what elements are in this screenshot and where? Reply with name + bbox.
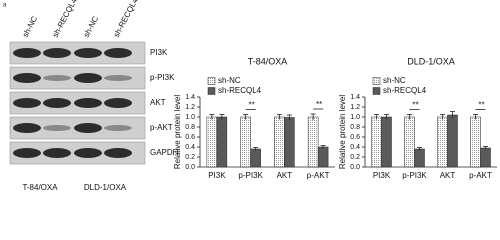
y-axis-label: Relative protein level <box>338 95 347 169</box>
y-tick-label: 0.2 <box>350 154 360 161</box>
x-tick-label: p-PI3K <box>238 171 263 180</box>
significance-label: ** <box>412 101 418 110</box>
protein-label: GAPDH <box>150 148 179 157</box>
bar <box>447 114 458 168</box>
legend-swatch <box>207 77 216 85</box>
y-tick-label: 0.2 <box>185 154 195 161</box>
blot-band <box>13 73 41 83</box>
legend-label: sh-RECQL4 <box>383 86 427 95</box>
blot-band <box>74 73 102 83</box>
legend-label: sh-RECQL4 <box>218 86 262 95</box>
blot-band <box>13 48 41 58</box>
blot-band <box>74 98 102 108</box>
x-tick-label: PI3K <box>208 171 226 180</box>
y-tick-label: 0.0 <box>350 164 360 171</box>
y-tick-label: 0.4 <box>350 144 360 151</box>
figure: a sh-NC sh-RECQL4 sh-NC sh-RECQL4PI3Kp-PI3K… <box>3 0 497 192</box>
significance-label: ** <box>316 100 322 109</box>
blot-band <box>74 48 102 58</box>
blot-band <box>104 75 132 81</box>
lane-label: sh-NC <box>21 14 40 38</box>
significance-label: ** <box>478 101 484 110</box>
bar <box>206 116 218 168</box>
y-tick-label: 1.0 <box>185 114 195 121</box>
x-tick-label: AKT <box>277 171 293 180</box>
bar <box>274 116 285 168</box>
bar <box>240 116 251 168</box>
legend-swatch <box>372 77 381 85</box>
blot-band <box>74 148 102 158</box>
panel-label: a <box>3 3 7 9</box>
blot-band <box>43 148 71 158</box>
x-tick-label: AKT <box>440 171 456 180</box>
bar <box>307 116 319 168</box>
bar <box>414 148 425 168</box>
blot-band <box>43 75 71 81</box>
y-tick-label: 1.2 <box>350 104 360 111</box>
group-label: DLD-1/OXA <box>84 183 127 192</box>
legend-swatch <box>372 87 381 95</box>
blot-band <box>43 98 71 108</box>
protein-label: AKT <box>150 98 166 107</box>
protein-label: p-AKT <box>150 123 173 132</box>
y-axis-label: Relative protein level <box>173 95 182 169</box>
chart-title: T-84/OXA <box>248 56 288 66</box>
bar <box>404 116 415 168</box>
bar <box>381 116 392 168</box>
chart-title: DLD-1/OXA <box>407 56 455 66</box>
y-tick-label: 1.0 <box>350 114 360 121</box>
significance-label: ** <box>249 101 255 110</box>
legend-swatch <box>207 87 216 95</box>
blot-band <box>104 98 132 108</box>
blot-band <box>13 98 41 108</box>
protein-label: p-PI3K <box>150 73 175 82</box>
bar <box>216 116 228 168</box>
x-tick-label: p-PI3K <box>402 171 427 180</box>
y-tick-label: 0.6 <box>185 134 195 141</box>
y-tick-label: 1.4 <box>350 94 360 101</box>
blot-band <box>13 148 41 158</box>
legend-label: sh-NC <box>218 76 241 85</box>
blot-band <box>74 123 102 133</box>
y-tick-label: 1.4 <box>185 94 195 101</box>
y-tick-label: 0.8 <box>350 124 360 131</box>
y-tick-label: 0.0 <box>185 164 195 171</box>
lane-label: sh-RECQL4 <box>51 0 79 39</box>
blot-band <box>104 148 132 158</box>
y-tick-label: 0.4 <box>185 144 195 151</box>
bar <box>250 148 261 168</box>
blot-band <box>43 48 71 58</box>
y-tick-label: 1.2 <box>185 104 195 111</box>
blot-band <box>104 125 132 131</box>
lane-label: sh-RECQL4 <box>112 0 140 39</box>
y-tick-label: 0.6 <box>350 134 360 141</box>
protein-label: PI3K <box>150 48 168 57</box>
x-tick-label: p-AKT <box>469 171 492 180</box>
bar <box>470 116 481 168</box>
blot-band <box>13 123 41 133</box>
bar <box>480 147 491 168</box>
bar <box>317 146 329 168</box>
y-tick-label: 0.8 <box>185 124 195 131</box>
bar <box>437 116 448 168</box>
group-label: T-84/OXA <box>22 183 58 192</box>
x-tick-label: PI3K <box>373 171 391 180</box>
lane-label: sh-NC <box>82 14 101 38</box>
bar <box>371 116 382 168</box>
legend-label: sh-NC <box>383 76 406 85</box>
x-tick-label: p-AKT <box>307 171 330 180</box>
blot-band <box>104 48 132 58</box>
blot-band <box>43 125 71 131</box>
bar <box>284 117 295 168</box>
